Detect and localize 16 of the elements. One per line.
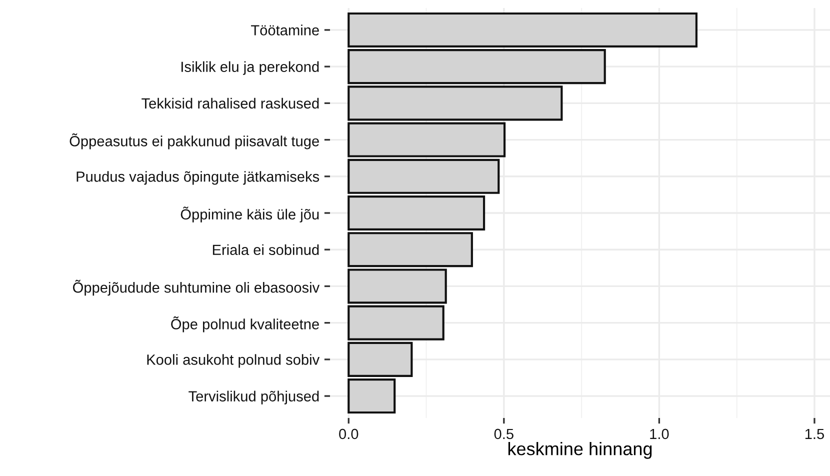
y-tick-label: Õpe polnud kvaliteetne	[171, 316, 319, 332]
y-tick-label: Puudus vajadus õpingute jätkamiseks	[76, 171, 320, 185]
y-tick-label: Õppimine käis üle jõu	[180, 206, 319, 222]
x-tick-label: 0.0	[339, 428, 358, 440]
y-tick-label: Töötamine	[251, 24, 319, 36]
y-tick-label: Õppeasutus ei pakkunud piisavalt tuge	[70, 133, 319, 150]
y-tick-label: Isiklik elu ja perekond	[182, 61, 319, 75]
y-tick-label: Õppejõudude suhtumine oli ebasoosiv	[73, 280, 320, 296]
x-axis-title: keskmine hinnang	[508, 442, 652, 459]
x-tick-label: 1.5	[805, 428, 824, 440]
x-tick-label: 0.5	[494, 428, 514, 440]
y-tick-label: Tervislikud põhjused	[188, 390, 319, 404]
y-tick-label: Eriala ei sobinud	[212, 244, 319, 256]
y-tick-label: Kooli asukoht polnud sobiv	[147, 354, 320, 368]
x-tick-label: 1.0	[650, 428, 669, 440]
y-tick-label: Tekkisid rahalised raskused	[142, 98, 319, 109]
